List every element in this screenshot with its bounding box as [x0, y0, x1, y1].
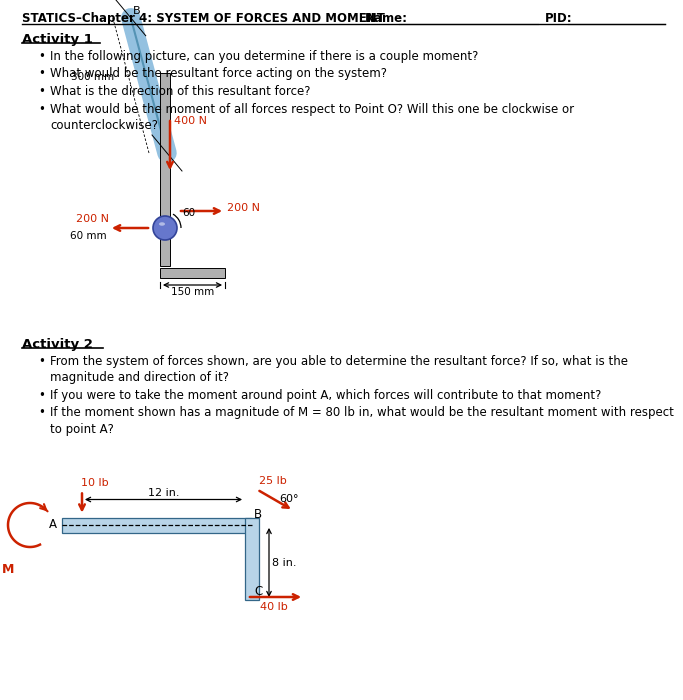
- Text: 150 mm: 150 mm: [171, 287, 214, 297]
- Text: If the moment shown has a magnitude of M = 80 lb in, what would be the resultant: If the moment shown has a magnitude of M…: [50, 407, 674, 419]
- Text: •: •: [38, 355, 45, 368]
- Text: •: •: [38, 407, 45, 419]
- Text: to point A?: to point A?: [50, 423, 114, 436]
- Text: 12 in.: 12 in.: [148, 487, 179, 498]
- Text: M: M: [2, 563, 14, 576]
- Text: From the system of forces shown, are you able to determine the resultant force? : From the system of forces shown, are you…: [50, 355, 628, 368]
- Text: In the following picture, can you determine if there is a couple moment?: In the following picture, can you determ…: [50, 50, 478, 63]
- Text: •: •: [38, 102, 45, 116]
- Text: 400 N: 400 N: [174, 116, 207, 126]
- Text: What is the direction of this resultant force?: What is the direction of this resultant …: [50, 85, 311, 98]
- Text: STATICS–Chapter 4: SYSTEM OF FORCES AND MOMENT: STATICS–Chapter 4: SYSTEM OF FORCES AND …: [22, 12, 385, 25]
- Text: O: O: [161, 223, 169, 232]
- Text: •: •: [38, 85, 45, 98]
- Text: 200 N: 200 N: [227, 203, 260, 213]
- Text: •: •: [38, 389, 45, 402]
- Text: B: B: [133, 6, 141, 16]
- Text: •: •: [38, 67, 45, 80]
- Bar: [245, 517, 259, 600]
- Text: 300 mm: 300 mm: [71, 72, 114, 83]
- Text: What would be the moment of all forces respect to Point O? Will this one be cloc: What would be the moment of all forces r…: [50, 102, 574, 116]
- Text: 200 N: 200 N: [76, 214, 109, 224]
- Bar: [160, 268, 225, 278]
- Text: 10 lb: 10 lb: [81, 477, 109, 487]
- Text: Activity 2: Activity 2: [22, 338, 93, 351]
- Text: What would be the resultant force acting on the system?: What would be the resultant force acting…: [50, 67, 387, 80]
- Text: 8 in.: 8 in.: [272, 557, 296, 568]
- Text: PID:: PID:: [545, 12, 572, 25]
- Text: 40 lb: 40 lb: [260, 602, 288, 612]
- Text: C: C: [254, 585, 262, 598]
- Text: magnitude and direction of it?: magnitude and direction of it?: [50, 372, 229, 384]
- Text: counterclockwise?: counterclockwise?: [50, 119, 158, 132]
- Text: If you were to take the moment around point A, which forces will contribute to t: If you were to take the moment around po…: [50, 389, 601, 402]
- Text: 25 lb: 25 lb: [259, 475, 287, 486]
- Text: Name:: Name:: [365, 12, 408, 25]
- Text: A: A: [49, 519, 57, 531]
- Bar: [160, 73, 170, 266]
- Text: 60 mm: 60 mm: [70, 231, 107, 241]
- Text: •: •: [38, 50, 45, 63]
- Text: 60°: 60°: [279, 494, 298, 503]
- Ellipse shape: [159, 223, 165, 225]
- Text: 60: 60: [182, 208, 195, 218]
- Bar: [62, 517, 252, 533]
- Circle shape: [153, 216, 177, 240]
- Text: B: B: [254, 508, 262, 521]
- Text: Activity 1: Activity 1: [22, 33, 93, 46]
